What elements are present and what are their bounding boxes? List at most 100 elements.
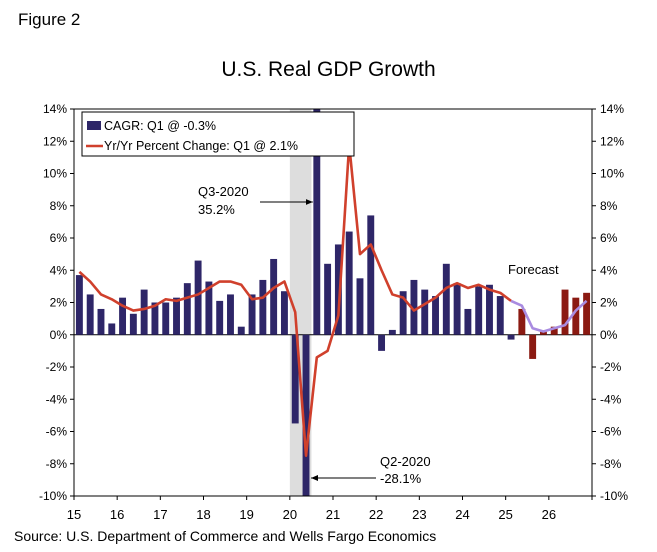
y-tick-label-right: 10% bbox=[600, 167, 624, 181]
bar-2020Q3 bbox=[313, 109, 321, 335]
bar-2022Q2 bbox=[388, 329, 396, 335]
y-tick-label-right: 0% bbox=[600, 328, 618, 342]
y-tick-label-right: 8% bbox=[600, 199, 618, 213]
y-tick-label-right: -2% bbox=[600, 360, 622, 374]
bar-2017Q3 bbox=[183, 283, 191, 335]
bar-2020Q2 bbox=[302, 334, 310, 496]
bar-2016Q4 bbox=[151, 302, 159, 335]
figure-label: Figure 2 bbox=[18, 10, 81, 29]
legend-box bbox=[81, 111, 355, 157]
y-tick-label-left: -10% bbox=[39, 489, 67, 503]
y-tick-label-left: 2% bbox=[50, 296, 68, 310]
bar-2026Q3 bbox=[572, 297, 580, 335]
bar-layer bbox=[75, 109, 591, 496]
bar-2021Q4 bbox=[367, 215, 375, 335]
bar-2022Q1 bbox=[378, 334, 386, 351]
bar-2022Q4 bbox=[410, 279, 418, 335]
yoy-line-forecast bbox=[510, 299, 588, 333]
bar-2015Q1 bbox=[75, 275, 83, 335]
bar-2017Q4 bbox=[194, 260, 202, 335]
x-tick-label-17: 17 bbox=[153, 507, 167, 522]
x-tick-label-22: 22 bbox=[369, 507, 383, 522]
y-tick-label-left: 14% bbox=[43, 102, 67, 116]
y-tick-label-right: 4% bbox=[600, 263, 618, 277]
bar-2018Q2 bbox=[216, 300, 224, 335]
x-tick-label-26: 26 bbox=[542, 507, 556, 522]
bar-2023Q1 bbox=[421, 289, 429, 335]
chart-title: U.S. Real GDP Growth bbox=[221, 58, 436, 81]
y-tick-label-right: -8% bbox=[600, 457, 622, 471]
annotation-forecast: Forecast bbox=[508, 262, 559, 277]
bar-2025Q4 bbox=[539, 331, 547, 335]
x-tick-label-16: 16 bbox=[110, 507, 124, 522]
y-tick-label-left: -8% bbox=[46, 457, 68, 471]
x-tick-label-19: 19 bbox=[239, 507, 253, 522]
bar-2024Q3 bbox=[486, 284, 493, 335]
bar-2024Q1 bbox=[464, 308, 472, 335]
x-tick-label-25: 25 bbox=[498, 507, 512, 522]
bar-2017Q2 bbox=[173, 297, 180, 335]
bar-2021Q2 bbox=[345, 231, 353, 335]
bar-2017Q1 bbox=[162, 302, 170, 335]
bar-2019Q3 bbox=[270, 258, 278, 335]
bar-2020Q1 bbox=[291, 334, 299, 424]
bar-2021Q1 bbox=[334, 244, 342, 335]
y-tick-label-left: -6% bbox=[46, 425, 68, 439]
y-tick-label-left: 4% bbox=[50, 263, 68, 277]
bar-2018Q1 bbox=[205, 281, 213, 335]
bar-2015Q3 bbox=[97, 308, 105, 335]
bar-2023Q2 bbox=[432, 296, 439, 335]
y-tick-label-right: -4% bbox=[600, 392, 622, 406]
bar-2015Q4 bbox=[108, 323, 116, 335]
bar-2025Q3 bbox=[529, 334, 537, 359]
y-tick-label-right: -10% bbox=[600, 489, 628, 503]
bar-2023Q3 bbox=[442, 263, 450, 335]
x-tick-label-21: 21 bbox=[326, 507, 340, 522]
bar-2020Q4 bbox=[324, 263, 332, 335]
line-layer bbox=[78, 143, 588, 457]
bar-2015Q2 bbox=[86, 294, 94, 335]
legend-bar-swatch bbox=[87, 121, 101, 130]
source-note: Source: U.S. Department of Commerce and … bbox=[14, 528, 437, 544]
y-tick-label-left: 0% bbox=[50, 328, 68, 342]
legend-bar-label: CAGR: Q1 @ -0.3% bbox=[104, 119, 216, 133]
bar-2019Q2 bbox=[259, 279, 267, 335]
y-tick-label-right: 6% bbox=[600, 231, 618, 245]
y-tick-label-right: 12% bbox=[600, 134, 624, 148]
y-tick-label-left: -2% bbox=[46, 360, 68, 374]
bar-2016Q1 bbox=[119, 297, 127, 335]
bar-2025Q1 bbox=[507, 334, 515, 340]
bar-2016Q2 bbox=[129, 313, 137, 335]
x-tick-label-23: 23 bbox=[412, 507, 426, 522]
bar-2026Q1 bbox=[550, 326, 558, 335]
bar-2018Q3 bbox=[227, 294, 234, 335]
bar-2026Q4 bbox=[583, 292, 591, 335]
bar-2024Q2 bbox=[475, 286, 483, 335]
y-tick-label-right: 14% bbox=[600, 102, 624, 116]
y-tick-label-right: -6% bbox=[600, 425, 622, 439]
legend: CAGR: Q1 @ -0.3% Yr/Yr Percent Change: Q… bbox=[81, 111, 355, 157]
y-tick-label-right: 2% bbox=[600, 296, 618, 310]
y-tick-label-left: 10% bbox=[43, 167, 67, 181]
bar-2026Q2 bbox=[561, 289, 569, 335]
y-tick-label-left: 12% bbox=[43, 134, 67, 148]
y-tick-label-left: 6% bbox=[50, 231, 68, 245]
bar-2023Q4 bbox=[453, 283, 461, 335]
x-tick-label-24: 24 bbox=[455, 507, 469, 522]
annotation-q2-2020-label: Q2-2020 bbox=[380, 454, 431, 469]
y-tick-label-left: 8% bbox=[50, 199, 68, 213]
yoy-line-actual bbox=[78, 143, 512, 457]
bar-2016Q3 bbox=[140, 289, 148, 335]
annotation-q2-2020-value: -28.1% bbox=[380, 471, 422, 486]
bar-2019Q1 bbox=[248, 294, 256, 335]
y-tick-label-left: -4% bbox=[46, 392, 68, 406]
annotation-layer: Q3-2020 35.2% Q2-2020 -28.1% Forecast bbox=[198, 184, 559, 486]
x-tick-label-15: 15 bbox=[67, 507, 81, 522]
bar-2025Q2 bbox=[518, 308, 526, 335]
bar-2021Q3 bbox=[356, 278, 364, 335]
bar-2018Q4 bbox=[237, 326, 245, 335]
bar-2022Q3 bbox=[399, 291, 407, 335]
annotation-q3-2020-label: Q3-2020 bbox=[198, 184, 249, 199]
bar-2019Q4 bbox=[280, 291, 288, 335]
